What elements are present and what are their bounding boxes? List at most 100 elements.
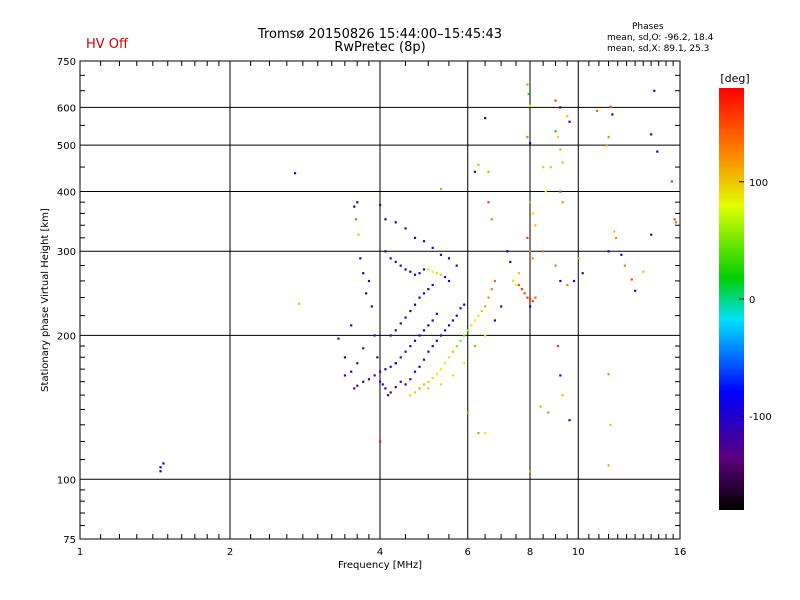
echo-point <box>439 187 443 191</box>
echo-point <box>359 257 362 260</box>
y-axis-label: Stationary phase Virtual Height [km] <box>40 208 51 392</box>
echo-point <box>544 190 547 193</box>
echo-point <box>490 218 493 221</box>
echo-point <box>447 279 451 283</box>
echo-point <box>427 387 430 390</box>
echo-point <box>527 92 530 96</box>
echo-point <box>418 365 421 368</box>
echo-point <box>614 236 618 240</box>
echo-point <box>384 387 387 390</box>
echo-point <box>367 279 371 283</box>
echo-point <box>484 334 487 337</box>
y-tick-label: 100 <box>57 475 76 486</box>
echo-point <box>376 356 379 359</box>
echo-point <box>443 362 447 365</box>
echo-point <box>439 253 443 256</box>
echo-point <box>529 104 532 107</box>
echo-point <box>427 268 430 271</box>
echo-point <box>554 264 557 267</box>
echo-point <box>506 250 509 253</box>
echo-point <box>159 470 162 473</box>
echo-point <box>404 227 407 230</box>
echo-point <box>409 394 412 397</box>
echo-point <box>607 136 610 139</box>
echo-point <box>451 350 455 353</box>
echo-point <box>556 136 560 139</box>
echo-point <box>343 356 347 359</box>
echo-point <box>162 462 165 465</box>
echo-point <box>559 374 562 377</box>
echo-point <box>517 283 521 287</box>
echo-point <box>561 394 564 397</box>
echo-point <box>512 279 515 283</box>
echo-point <box>435 312 438 315</box>
echo-point <box>554 130 557 133</box>
echo-point <box>373 334 376 337</box>
echo-point <box>455 314 458 317</box>
echo-point <box>384 368 387 371</box>
echo-point <box>367 378 371 381</box>
echo-point <box>561 201 564 204</box>
y-tick-label: 300 <box>57 247 76 258</box>
echo-point <box>670 180 673 183</box>
echo-point <box>484 431 487 435</box>
echo-point <box>356 384 359 387</box>
echo-point <box>487 170 490 173</box>
echo-point <box>534 296 537 299</box>
echo-point <box>356 362 359 365</box>
echo-point <box>455 345 458 348</box>
echo-point <box>394 329 397 332</box>
echo-point <box>568 120 571 123</box>
echo-point <box>609 105 612 108</box>
echo-point <box>559 148 562 151</box>
y-tick-label: 500 <box>57 141 76 152</box>
x-tick-label: 8 <box>527 547 533 558</box>
echo-point <box>439 368 443 371</box>
echo-point <box>297 302 301 305</box>
echo-point <box>559 279 562 283</box>
echo-point <box>435 272 438 275</box>
echo-point <box>404 383 407 386</box>
echo-point <box>509 260 512 264</box>
colorbar-tick-label: 100 <box>749 178 768 189</box>
echo-point <box>431 270 434 273</box>
phase-stats-o-mode: mean, sd,O: -96.2, 18.4 <box>607 33 714 43</box>
echo-point <box>477 163 480 166</box>
echo-point <box>542 250 545 253</box>
echo-point <box>581 272 584 275</box>
echo-point <box>409 309 412 313</box>
colorbar-label: [deg] <box>720 72 749 85</box>
echo-point <box>365 292 368 295</box>
colorbar-tick-label: 0 <box>749 295 755 306</box>
echo-point <box>650 133 653 136</box>
echo-point <box>431 246 434 249</box>
echo-point <box>650 233 653 236</box>
echo-point <box>490 288 493 291</box>
echo-point <box>447 257 451 260</box>
echo-point <box>531 257 534 260</box>
echo-point <box>439 273 443 276</box>
echo-point <box>413 339 417 342</box>
echo-point <box>422 240 426 243</box>
echo-point <box>394 260 397 264</box>
chart-title-line2: RwPretec (8p) <box>334 40 426 55</box>
echo-point <box>451 374 455 377</box>
echo-point <box>607 250 610 253</box>
x-tick-label: 16 <box>674 547 687 558</box>
echo-point <box>431 345 434 348</box>
echo-point <box>427 324 430 327</box>
echo-point <box>353 205 356 208</box>
echo-point <box>362 380 365 383</box>
echo-point <box>404 316 407 319</box>
echo-point <box>542 166 545 169</box>
echo-point <box>443 329 447 332</box>
echo-point <box>422 329 426 332</box>
phase-stats-x-mode: mean, sd,X: 89.1, 25.3 <box>607 44 710 54</box>
echo-point <box>459 307 462 310</box>
echo-point <box>613 230 616 233</box>
echo-point <box>531 300 534 303</box>
echo-point <box>427 350 430 353</box>
echo-point <box>379 203 382 207</box>
echo-point <box>517 272 521 275</box>
